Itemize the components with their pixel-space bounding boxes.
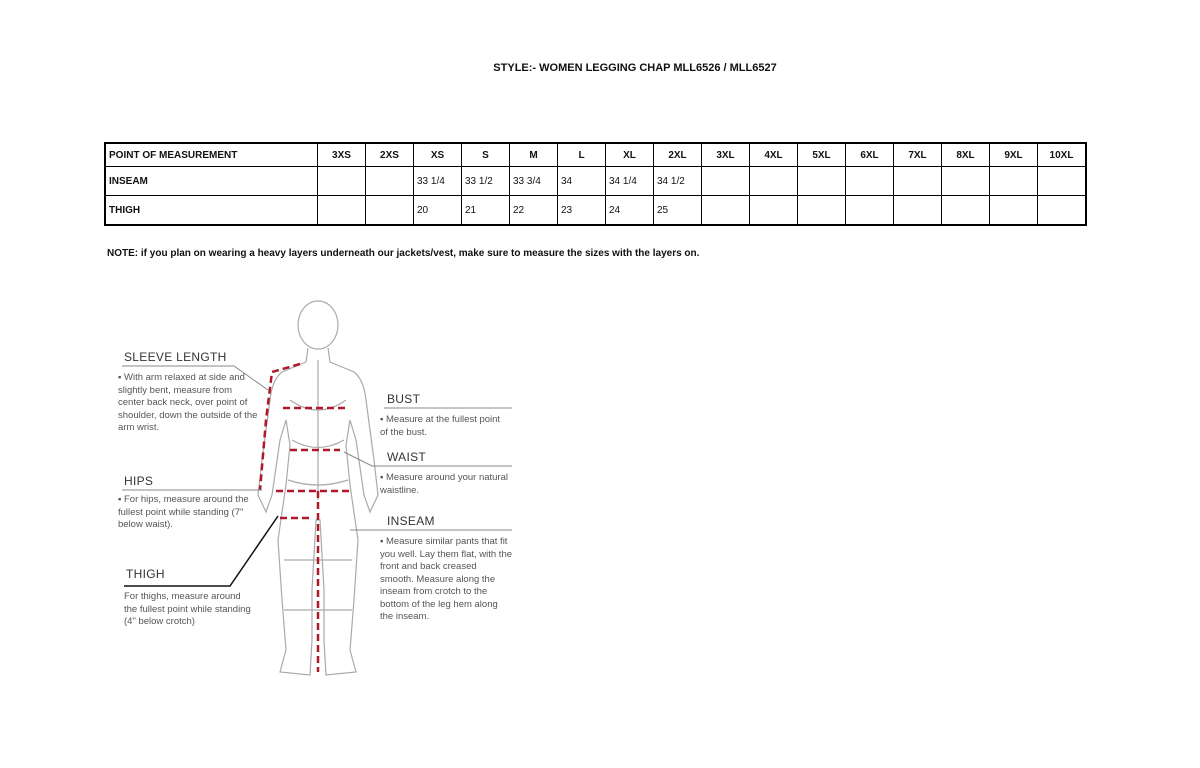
thigh-desc: For thighs, measure around the fullest p… bbox=[124, 591, 251, 627]
table-cell bbox=[1037, 195, 1087, 226]
table-cell bbox=[941, 166, 990, 196]
table-header-row: POINT OF MEASUREMENT 3XS 2XS XS S M L XL 2XL 3XL 4… bbox=[104, 142, 1087, 167]
page-title: STYLE:- WOMEN LEGGING CHAP MLL6526 / MLL… bbox=[493, 62, 777, 74]
note-text: NOTE: if you plan on wearing a heavy lay… bbox=[107, 248, 700, 259]
table-cell: 21 bbox=[461, 195, 510, 226]
table-cell bbox=[845, 166, 894, 196]
waist-desc: ▪ Measure around your natural waistline. bbox=[380, 472, 508, 496]
table-cell: 34 bbox=[557, 166, 606, 196]
leader-lines bbox=[122, 365, 512, 531]
table-cell: 20 bbox=[413, 195, 462, 226]
table-cell bbox=[989, 166, 1038, 196]
table-cell bbox=[317, 195, 366, 226]
hips-desc: ▪ For hips, measure around the fullest p… bbox=[118, 494, 249, 530]
table-cell bbox=[701, 195, 750, 226]
table-cell bbox=[989, 195, 1038, 226]
table-cell: M bbox=[509, 142, 558, 167]
size-chart-table: POINT OF MEASUREMENT 3XS 2XS XS S M L XL 2XL 3XL 4… bbox=[104, 142, 1087, 226]
table-cell: 22 bbox=[509, 195, 558, 226]
inseam-desc: ▪ Measure similar pants that fit you wel… bbox=[380, 536, 513, 622]
table-cell bbox=[365, 195, 414, 226]
table-cell: 9XL bbox=[989, 142, 1038, 167]
bust-desc: ▪ Measure at the fullest point of the bu… bbox=[380, 414, 501, 438]
thigh-leader-line bbox=[124, 515, 279, 587]
table-cell bbox=[749, 166, 798, 196]
table-cell: 33 1/2 bbox=[461, 166, 510, 196]
bust-label: BUST bbox=[387, 392, 421, 406]
table-cell bbox=[749, 195, 798, 226]
row-label: POINT OF MEASUREMENT bbox=[104, 142, 318, 167]
sleeve-length-desc: ▪ With arm relaxed at side and slightly … bbox=[118, 372, 258, 433]
measurement-lines bbox=[258, 362, 352, 672]
table-cell: 25 bbox=[653, 195, 702, 226]
row-label: THIGH bbox=[104, 195, 318, 226]
table-cell: 33 3/4 bbox=[509, 166, 558, 196]
table-cell bbox=[893, 195, 942, 226]
table-cell: 10XL bbox=[1037, 142, 1087, 167]
table-cell bbox=[893, 166, 942, 196]
table-cell: 23 bbox=[557, 195, 606, 226]
table-cell bbox=[1037, 166, 1087, 196]
table-row: INSEAM 33 1/4 33 1/2 33 3/4 34 34 1/4 34 1/2 bbox=[104, 166, 1087, 196]
row-label: INSEAM bbox=[104, 166, 318, 196]
table-cell bbox=[701, 166, 750, 196]
table-cell: S bbox=[461, 142, 510, 167]
table-row: THIGH 20 21 22 23 24 25 bbox=[104, 195, 1087, 226]
table-cell: 8XL bbox=[941, 142, 990, 167]
waist-label: WAIST bbox=[387, 450, 427, 464]
table-cell: L bbox=[557, 142, 606, 167]
inseam-label: INSEAM bbox=[387, 514, 435, 528]
sleeve-dash-line bbox=[258, 362, 301, 491]
table-cell: 5XL bbox=[797, 142, 846, 167]
hips-label: HIPS bbox=[124, 474, 154, 488]
table-cell bbox=[797, 195, 846, 226]
sleeve-length-label: SLEEVE LENGTH bbox=[124, 350, 227, 364]
thigh-label: THIGH bbox=[126, 567, 165, 581]
table-cell: 34 1/4 bbox=[605, 166, 654, 196]
